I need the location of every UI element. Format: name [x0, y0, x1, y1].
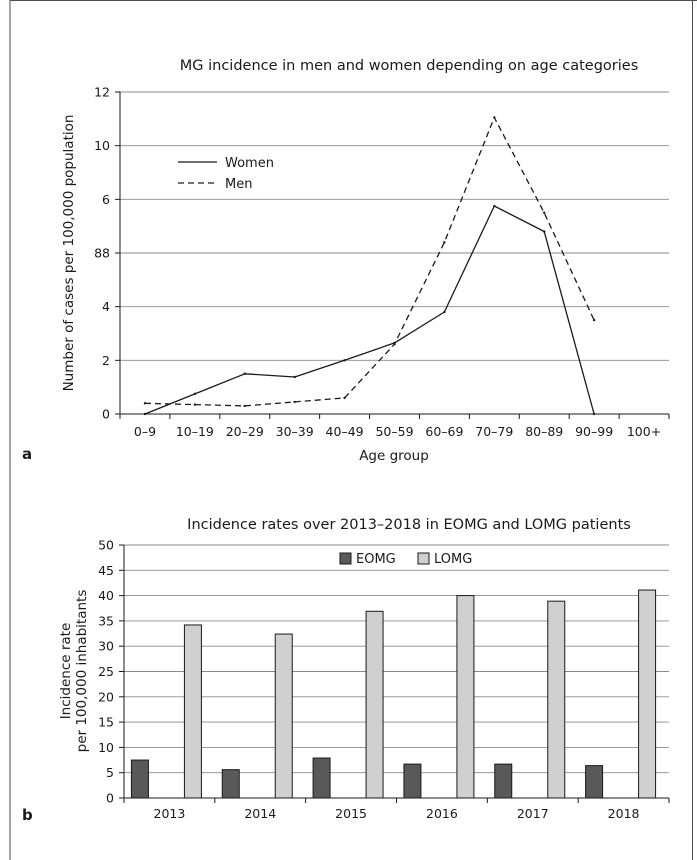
chart-b-y-tick-label: 45	[98, 563, 114, 578]
chart-a-x-tick-label: 90–99	[575, 424, 613, 439]
bar-lomg-2014	[274, 633, 293, 799]
chart-a-series-line-men	[144, 116, 595, 407]
bar-lomg-2017	[547, 600, 566, 799]
chart-b-y-tick-label: 40	[98, 588, 114, 603]
chart-b-x-ticks: 2013 2014 2015 2016 2017 2018	[123, 798, 670, 821]
bar-lomg-2015	[365, 610, 384, 799]
chart-a-x-tick-label: 80–89	[525, 424, 563, 439]
chart-a-y-tick-label: 10	[94, 138, 110, 153]
bar-eomg-2014	[221, 769, 240, 799]
chart-b-y-tick-label: 25	[98, 664, 114, 679]
chart-a-point-women	[493, 204, 496, 208]
chart-a-point-women	[243, 372, 246, 375]
chart-a-y-tick-label: 88	[94, 246, 110, 261]
chart-b-x-tick-label: 2015	[335, 806, 367, 821]
chart-a-title: MG incidence in men and women depending …	[180, 58, 639, 74]
panel-b-letter: b	[22, 806, 33, 824]
chart-a-point-men	[143, 402, 147, 405]
chart-a-series	[143, 116, 596, 416]
chart-a-point-women	[443, 310, 446, 314]
chart-b-y-axis-label-line: per 100,000 inhabitants	[74, 590, 90, 753]
chart-a-y-tick-label: 4	[102, 299, 110, 314]
chart-b-y-tick-label: 20	[98, 689, 114, 704]
legend-label-eomg: EOMG	[356, 552, 396, 567]
chart-a-point-women	[343, 359, 346, 362]
chart-a-point-men	[343, 396, 346, 400]
chart-a-point-men	[243, 404, 246, 408]
legend-label-lomg: LOMG	[434, 552, 472, 567]
chart-a-y-ticks: 0 2 4 88 6 10 12	[94, 85, 120, 422]
legend-label-men: Men	[225, 177, 252, 192]
bar-eomg-2016	[403, 763, 422, 799]
chart-a-series-line-women	[144, 205, 595, 415]
legend-label-women: Women	[225, 156, 274, 171]
bar-eomg-2015	[312, 757, 331, 799]
chart-a-x-tick-label: 30–39	[276, 424, 314, 439]
chart-a-point-men	[493, 116, 496, 119]
chart-a-x-tick-label: 0–9	[134, 424, 156, 439]
chart-b-x-tick-label: 2018	[608, 806, 640, 821]
bar-lomg-2013	[183, 624, 202, 799]
chart-a-point-men	[443, 241, 446, 244]
legend-swatch-eomg	[339, 552, 352, 565]
chart-a-x-axis-label: Age group	[359, 448, 429, 464]
chart-b-x-tick-label: 2016	[426, 806, 458, 821]
chart-b-y-tick-label: 0	[106, 791, 114, 806]
chart-b-y-tick-label: 10	[98, 740, 114, 755]
chart-a-point-women	[592, 412, 596, 416]
chart-a-point-men	[293, 400, 296, 404]
chart-a-x-tick-label: 20–29	[226, 424, 264, 439]
chart-a-point-men	[393, 343, 396, 346]
chart-b-y-tick-label: 15	[98, 715, 114, 730]
chart-b-x-tick-label: 2017	[517, 806, 549, 821]
line-chart-panel-a: MG incidence in men and women depending …	[22, 58, 670, 464]
chart-b-y-tick-label: 30	[98, 639, 114, 654]
chart-a-x-tick-label: 40–49	[326, 424, 364, 439]
chart-a-point-men	[543, 211, 546, 214]
chart-b-y-tick-label: 50	[98, 538, 114, 553]
chart-b-y-tick-label: 35	[98, 613, 114, 628]
legend-swatch-lomg	[417, 552, 430, 565]
chart-a-x-ticks: 0–9 10–19 20–29 30–39 40–49 50–59 60–69 70–79 80…	[119, 414, 670, 439]
chart-b-bars	[130, 589, 657, 799]
chart-b-legend: EOMG LOMG	[339, 552, 472, 567]
bar-lomg-2018	[638, 589, 657, 799]
chart-b-y-axis-label-line: Incidence rate	[58, 623, 74, 720]
chart-a-y-axis-label: Number of cases per 100,000 population	[61, 115, 77, 392]
chart-a-y-tick-label: 12	[94, 85, 110, 100]
chart-b-y-tick-label: 5	[106, 765, 114, 780]
chart-a-point-women	[293, 375, 296, 379]
chart-a-point-women	[143, 412, 147, 416]
chart-a-x-tick-label: 70–79	[475, 424, 513, 439]
bar-lomg-2016	[456, 595, 475, 799]
bar-eomg-2017	[494, 763, 513, 799]
chart-b-x-tick-label: 2013	[154, 806, 186, 821]
chart-a-point-women	[193, 392, 197, 396]
chart-b-y-axis-label: Incidence rate per 100,000 inhabitants	[58, 590, 90, 753]
chart-b-title: Incidence rates over 2013–2018 in EOMG a…	[187, 517, 631, 533]
bar-eomg-2013	[130, 759, 149, 799]
chart-b-x-tick-label: 2014	[244, 806, 276, 821]
panel-a-letter: a	[22, 445, 32, 463]
chart-a-x-tick-label: 10–19	[176, 424, 214, 439]
bar-chart-panel-b: Incidence rates over 2013–2018 in EOMG a…	[22, 517, 670, 824]
chart-a-x-tick-label: 100+	[627, 424, 661, 439]
chart-a-y-tick-label: 6	[102, 192, 110, 207]
chart-a-point-men	[592, 318, 596, 322]
bar-eomg-2018	[585, 765, 604, 799]
chart-a-point-women	[543, 230, 546, 233]
chart-b-y-ticks: 0 5 10 15 20 25 30 35 40 45 50	[98, 538, 124, 806]
chart-a-point-men	[193, 403, 197, 406]
chart-a-legend: Women Men	[178, 156, 274, 192]
chart-a-y-tick-label: 2	[102, 353, 110, 368]
chart-a-x-tick-label: 50–59	[375, 424, 413, 439]
chart-a-x-tick-label: 60–69	[425, 424, 463, 439]
chart-a-y-tick-label: 0	[102, 407, 110, 422]
